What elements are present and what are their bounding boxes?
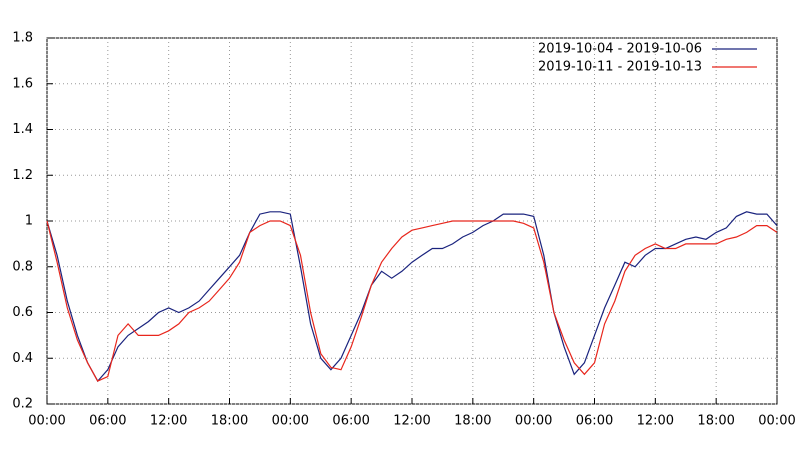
x-tick-label: 00:00: [515, 414, 552, 429]
x-tick-label: 00:00: [28, 414, 65, 429]
y-tick-label: 0.8: [12, 259, 33, 274]
legend-label: 2019-10-11 - 2019-10-13: [538, 60, 702, 75]
legend-label: 2019-10-04 - 2019-10-06: [538, 42, 702, 57]
x-tick-label: 12:00: [150, 414, 187, 429]
x-tick-label: 18:00: [211, 414, 248, 429]
x-tick-label: 12:00: [393, 414, 430, 429]
y-tick-label: 1.8: [12, 31, 33, 46]
x-tick-label: 06:00: [332, 414, 369, 429]
x-tick-label: 12:00: [637, 414, 674, 429]
y-tick-label: 0.6: [12, 305, 33, 320]
y-tick-label: 0.2: [12, 397, 33, 412]
x-tick-label: 00:00: [272, 414, 309, 429]
x-tick-label: 18:00: [454, 414, 491, 429]
x-tick-label: 00:00: [758, 414, 795, 429]
x-tick-label: 18:00: [697, 414, 734, 429]
x-tick-label: 06:00: [89, 414, 126, 429]
x-tick-label: 06:00: [576, 414, 613, 429]
y-tick-label: 1: [25, 214, 33, 229]
y-tick-label: 0.4: [12, 351, 33, 366]
series-line: [46, 220, 778, 382]
y-tick-label: 1.2: [12, 168, 33, 183]
y-tick-label: 1.4: [12, 122, 33, 137]
y-tick-label: 1.6: [12, 76, 33, 91]
series-line: [46, 211, 778, 383]
